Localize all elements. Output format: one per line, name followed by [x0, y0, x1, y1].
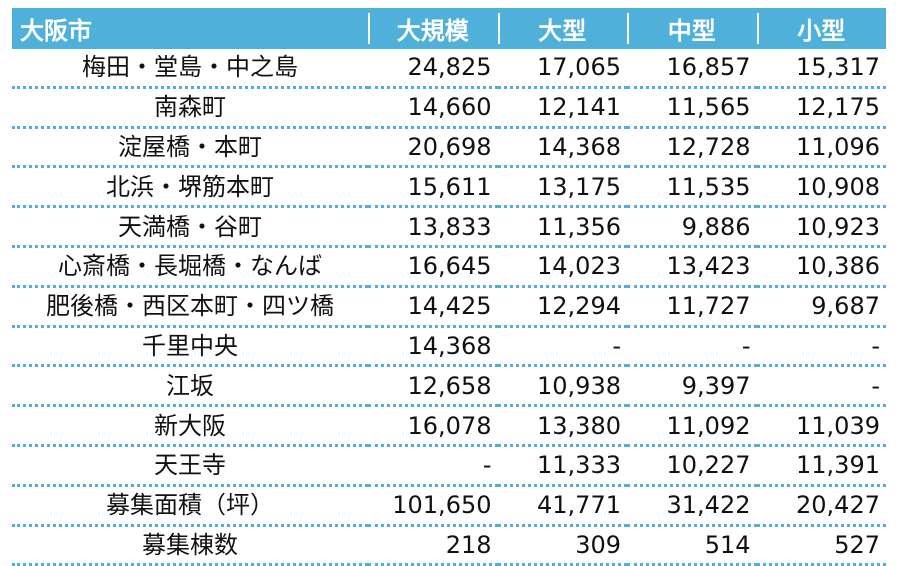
- row-area-name: 募集面積（坪）: [12, 485, 368, 527]
- row-area-name: 梅田・堂島・中之島: [12, 49, 368, 89]
- row-value-cell: -: [756, 365, 886, 408]
- row-value-cell: 101,650: [368, 485, 498, 527]
- row-value-cell: 14,023: [497, 246, 627, 288]
- table-row: 南森町 14,660 12,141 11,565 12,175: [12, 87, 886, 129]
- office-rent-table: 大阪市 大規模 大型 中型 小型 梅田・堂島・中之島 24,825 17,065 16…: [12, 8, 886, 566]
- row-value-cell: 10,227: [627, 445, 757, 487]
- header-large: 大型: [497, 8, 627, 49]
- rent-table-container: 大阪市 大規模 大型 中型 小型 梅田・堂島・中之島 24,825 17,065 16…: [12, 8, 886, 566]
- row-area-name: 千里中央: [12, 326, 368, 368]
- row-value-cell: 12,658: [368, 365, 498, 408]
- row-value-cell: 15,611: [368, 166, 498, 209]
- row-value-cell: 11,096: [756, 127, 886, 169]
- header-area: 大阪市: [12, 8, 368, 49]
- table-row: 天王寺 -11,333 10,227 11,391: [12, 445, 886, 487]
- row-value-cell: 16,857: [627, 49, 757, 89]
- row-value-cell: 31,422: [627, 485, 757, 527]
- row-value-cell: 14,425: [368, 286, 498, 328]
- table-row: 千里中央 14,368- - -: [12, 326, 886, 368]
- row-value-cell: 11,535: [627, 166, 757, 209]
- table-row: 淀屋橋・本町 20,698 14,368 12,728 11,096: [12, 127, 886, 169]
- row-value-cell: 527: [756, 525, 886, 566]
- row-value-cell: -: [368, 445, 498, 487]
- row-area-name: 新大阪: [12, 405, 368, 447]
- table-header-row: 大阪市 大規模 大型 中型 小型: [12, 8, 886, 49]
- row-value-cell: 11,092: [627, 405, 757, 447]
- row-area-name: 江坂: [12, 365, 368, 408]
- row-value-cell: 12,141: [497, 87, 627, 129]
- row-value-cell: 11,356: [497, 206, 627, 248]
- table-row: 梅田・堂島・中之島 24,825 17,065 16,857 15,317: [12, 49, 886, 89]
- row-value-cell: 309: [497, 525, 627, 566]
- table-row: 募集面積（坪） 101,650 41,771 31,422 20,427: [12, 485, 886, 527]
- row-value-cell: 16,645: [368, 246, 498, 288]
- row-area-name: 天王寺: [12, 445, 368, 487]
- table-row: 新大阪 16,078 13,380 11,092 11,039: [12, 405, 886, 447]
- row-value-cell: 12,175: [756, 87, 886, 129]
- row-area-name: 北浜・堺筋本町: [12, 166, 368, 209]
- table-body: 梅田・堂島・中之島 24,825 17,065 16,857 15,317 南森町 14,6…: [12, 49, 886, 566]
- table-row: 江坂 12,658 10,938 9,397-: [12, 365, 886, 408]
- row-value-cell: 13,423: [627, 246, 757, 288]
- row-value-cell: 14,368: [368, 326, 498, 368]
- header-extra-large: 大規模: [368, 8, 498, 49]
- row-value-cell: 20,698: [368, 127, 498, 169]
- row-value-cell: 9,886: [627, 206, 757, 248]
- row-value-cell: 9,687: [756, 286, 886, 328]
- row-value-cell: 11,565: [627, 87, 757, 129]
- row-value-cell: 11,039: [756, 405, 886, 447]
- row-area-name: 天満橋・谷町: [12, 206, 368, 248]
- table-row: 北浜・堺筋本町 15,611 13,175 11,535 10,908: [12, 166, 886, 209]
- row-area-name: 南森町: [12, 87, 368, 129]
- table-row: 募集棟数 218 309 514 527: [12, 525, 886, 566]
- row-area-name: 募集棟数: [12, 525, 368, 566]
- row-area-name: 心斎橋・長堀橋・なんば: [12, 246, 368, 288]
- row-value-cell: 20,427: [756, 485, 886, 527]
- row-value-cell: 17,065: [497, 49, 627, 89]
- row-area-name: 肥後橋・西区本町・四ツ橋: [12, 286, 368, 328]
- row-value-cell: 24,825: [368, 49, 498, 89]
- row-value-cell: 13,380: [497, 405, 627, 447]
- row-value-cell: 9,397: [627, 365, 757, 408]
- row-value-cell: 16,078: [368, 405, 498, 447]
- row-area-name: 淀屋橋・本町: [12, 127, 368, 169]
- row-value-cell: 514: [627, 525, 757, 566]
- row-value-cell: 13,175: [497, 166, 627, 209]
- row-value-cell: 10,908: [756, 166, 886, 209]
- table-row: 心斎橋・長堀橋・なんば 16,645 14,023 13,423 10,386: [12, 246, 886, 288]
- row-value-cell: 12,294: [497, 286, 627, 328]
- row-value-cell: -: [756, 326, 886, 368]
- row-value-cell: 13,833: [368, 206, 498, 248]
- header-small: 小型: [756, 8, 886, 49]
- row-value-cell: 41,771: [497, 485, 627, 527]
- row-value-cell: 14,660: [368, 87, 498, 129]
- row-value-cell: 218: [368, 525, 498, 566]
- row-value-cell: -: [627, 326, 757, 368]
- header-medium: 中型: [627, 8, 757, 49]
- row-value-cell: 10,923: [756, 206, 886, 248]
- row-value-cell: 14,368: [497, 127, 627, 169]
- row-value-cell: 11,333: [497, 445, 627, 487]
- row-value-cell: 11,727: [627, 286, 757, 328]
- table-row: 肥後橋・西区本町・四ツ橋 14,425 12,294 11,727 9,687: [12, 286, 886, 328]
- row-value-cell: 10,386: [756, 246, 886, 288]
- row-value-cell: 11,391: [756, 445, 886, 487]
- row-value-cell: 12,728: [627, 127, 757, 169]
- table-row: 天満橋・谷町 13,833 11,356 9,886 10,923: [12, 206, 886, 248]
- row-value-cell: -: [497, 326, 627, 368]
- row-value-cell: 10,938: [497, 365, 627, 408]
- row-value-cell: 15,317: [756, 49, 886, 89]
